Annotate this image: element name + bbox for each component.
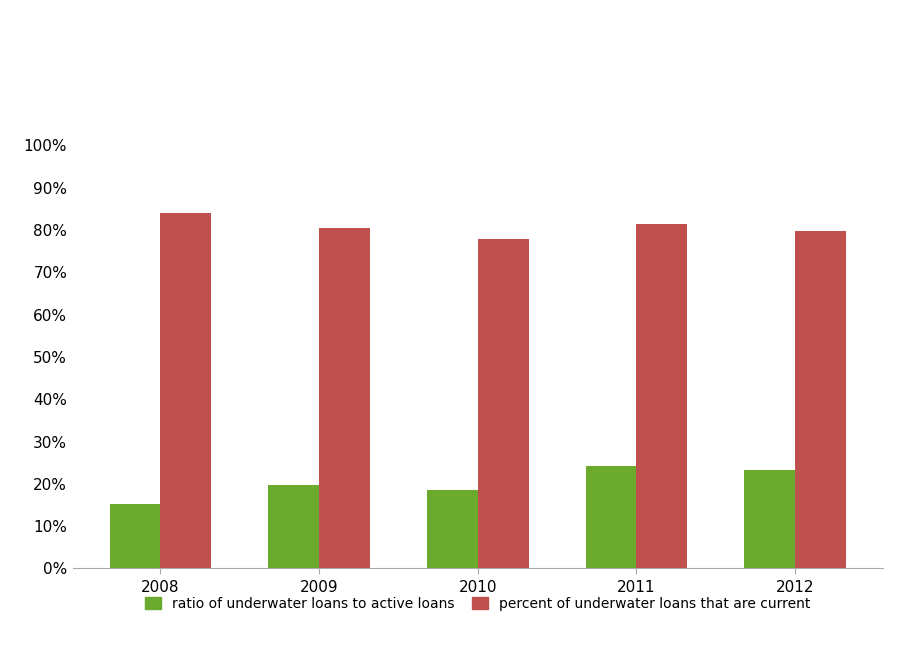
Bar	[478, 239, 529, 568]
Bar	[586, 466, 636, 568]
Bar	[319, 228, 369, 568]
Legend: ratio of underwater loans to active loans, percent of underwater loans that are : ratio of underwater loans to active loan…	[139, 592, 816, 617]
Bar	[427, 490, 478, 568]
Bar	[795, 231, 846, 568]
Bar	[109, 504, 160, 568]
Bar	[636, 223, 687, 568]
Bar	[744, 471, 795, 568]
Bar	[268, 485, 319, 568]
Bar	[160, 213, 211, 568]
